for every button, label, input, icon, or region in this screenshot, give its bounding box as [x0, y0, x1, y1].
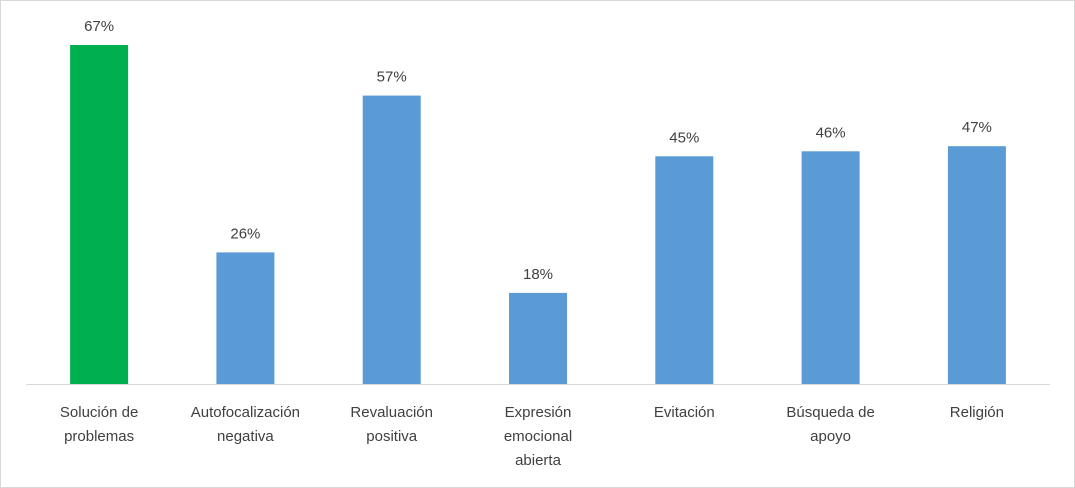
category-label-line: Expresión — [505, 404, 572, 421]
bar-7 — [947, 146, 1006, 384]
bar-3 — [362, 95, 421, 384]
data-label-2: 26% — [230, 225, 260, 242]
data-label-6: 46% — [816, 124, 846, 141]
bar-6 — [801, 151, 860, 384]
data-label-1: 67% — [84, 18, 114, 35]
category-label-line: problemas — [64, 428, 134, 445]
category-label-1: Solución de problemas — [60, 404, 138, 445]
category-label-7: Religión — [950, 404, 1004, 421]
category-label-line: Búsqueda de — [786, 404, 874, 421]
bar-1 — [70, 45, 129, 384]
category-label-3: Revaluación positiva — [350, 404, 433, 445]
category-label-line: abierta — [515, 452, 562, 469]
bar-5 — [655, 156, 714, 384]
category-label-line: Autofocalización — [191, 404, 300, 421]
category-label-5: Evitación — [654, 404, 715, 421]
category-label-line: negativa — [217, 428, 274, 445]
category-label-line: Revaluación — [350, 404, 433, 421]
category-label-line: Evitación — [654, 404, 715, 421]
category-label-2: Autofocalización negativa — [191, 404, 300, 445]
data-label-3: 57% — [377, 69, 407, 86]
data-label-7: 47% — [962, 119, 992, 136]
category-label-line: positiva — [366, 428, 418, 445]
category-label-line: Solución de — [60, 404, 138, 421]
category-label-line: Religión — [950, 404, 1004, 421]
bars-group — [70, 45, 1006, 384]
category-labels-group: Solución de problemas Autofocalización nega… — [60, 404, 1004, 469]
data-labels-group: 67% 26% 57% 18% 45% 46% 47% — [84, 18, 992, 283]
bar-2 — [216, 252, 275, 384]
data-label-4: 18% — [523, 266, 553, 283]
data-label-5: 45% — [669, 129, 699, 146]
category-label-4: Expresión emocional abierta — [504, 404, 572, 469]
category-label-line: apoyo — [810, 428, 851, 445]
category-label-6: Búsqueda de apoyo — [786, 404, 874, 445]
bar-4 — [509, 292, 567, 384]
category-label-line: emocional — [504, 428, 572, 445]
